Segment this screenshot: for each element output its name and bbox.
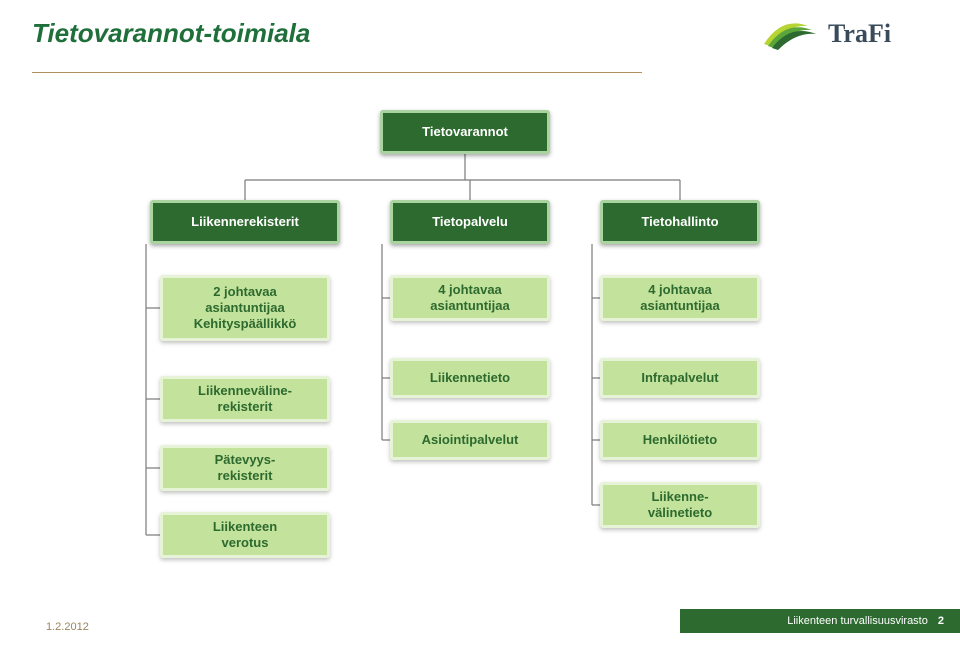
org-chart: Tietovarannot Liikennerekisterit Tietopalv…	[60, 100, 900, 580]
logo-text: TraFi	[828, 19, 891, 48]
footer-org: Liikenteen turvallisuusvirasto	[787, 615, 928, 627]
node-c1a: 2 johtavaaasiantuntijaaKehityspäällikkö	[160, 275, 330, 341]
node-root: Tietovarannot	[380, 110, 550, 154]
node-c3a: 4 johtavaaasiantuntijaa	[600, 275, 760, 321]
node-b2: Tietopalvelu	[390, 200, 550, 244]
node-c1d: Liikenteenverotus	[160, 512, 330, 558]
brand-logo: TraFi	[758, 10, 928, 58]
node-c2a: 4 johtavaaasiantuntijaa	[390, 275, 550, 321]
node-c3b: Infrapalvelut	[600, 358, 760, 398]
node-c1c: Pätevyys-rekisterit	[160, 445, 330, 491]
node-c1b: Liikenneväline-rekisterit	[160, 376, 330, 422]
footer-band: Liikenteen turvallisuusvirasto 2	[680, 609, 960, 633]
title-rule	[32, 72, 642, 73]
trafi-logo-svg: TraFi	[758, 10, 928, 58]
node-c3d: Liikenne-välinetieto	[600, 482, 760, 528]
footer-date: 1.2.2012	[46, 621, 89, 633]
node-b3: Tietohallinto	[600, 200, 760, 244]
node-b1: Liikennerekisterit	[150, 200, 340, 244]
node-c3c: Henkilötieto	[600, 420, 760, 460]
footer-page: 2	[938, 615, 944, 627]
node-c2c: Asiointipalvelut	[390, 420, 550, 460]
node-c2b: Liikennetieto	[390, 358, 550, 398]
slide-title: Tietovarannot-toimiala	[32, 18, 310, 49]
